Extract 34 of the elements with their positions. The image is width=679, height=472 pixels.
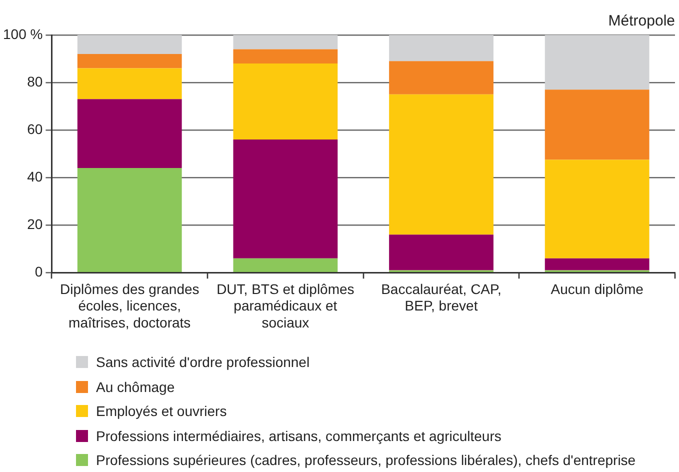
bar <box>544 35 650 90</box>
text: Métropole <box>608 12 675 30</box>
bar <box>77 99 182 168</box>
bar <box>389 61 494 94</box>
y-tick-label: 100 % <box>2 26 43 42</box>
y-tick-label: 40 <box>27 168 43 184</box>
y-tick-label: 0 <box>34 263 43 280</box>
y-tick-label: 60 <box>27 120 43 137</box>
bar <box>544 258 650 270</box>
bar <box>389 234 494 270</box>
x-tick-label: Aucun diplôme <box>550 280 644 297</box>
bar <box>77 168 182 272</box>
bar <box>77 35 182 54</box>
bar <box>389 94 494 235</box>
x-tick-label: DUT, BTS et diplômes paramédicaux et sociaux <box>216 280 354 330</box>
bar <box>77 68 182 100</box>
bar <box>77 54 182 68</box>
legend-label: Au chômage <box>96 378 175 395</box>
bar <box>233 140 338 258</box>
legend-label: Employés et ouvriers <box>96 403 227 420</box>
bar <box>233 258 338 272</box>
y-tick-label: 20 <box>27 216 43 232</box>
y-tick-label: 80 <box>27 73 43 90</box>
bar <box>233 35 338 50</box>
x-tick-label: Baccalauréat, CAP, BEP, brevet <box>381 280 502 314</box>
legend-label: Professions intermédiaires, artisans, commerçants et agriculteurs <box>96 428 502 444</box>
bar <box>233 49 338 64</box>
bar <box>389 35 494 62</box>
bar <box>544 160 650 258</box>
bar <box>233 64 338 140</box>
legend-label: Sans activité d'ordre professionnel <box>96 354 310 370</box>
bar <box>544 90 650 160</box>
x-tick-label: Diplômes des grandes écoles, licences, maîtrises, doctorats <box>60 280 200 330</box>
legend-label: Professions supérieures (cadres, professeurs, professions libérales), chefs d'entreprise <box>96 452 636 468</box>
